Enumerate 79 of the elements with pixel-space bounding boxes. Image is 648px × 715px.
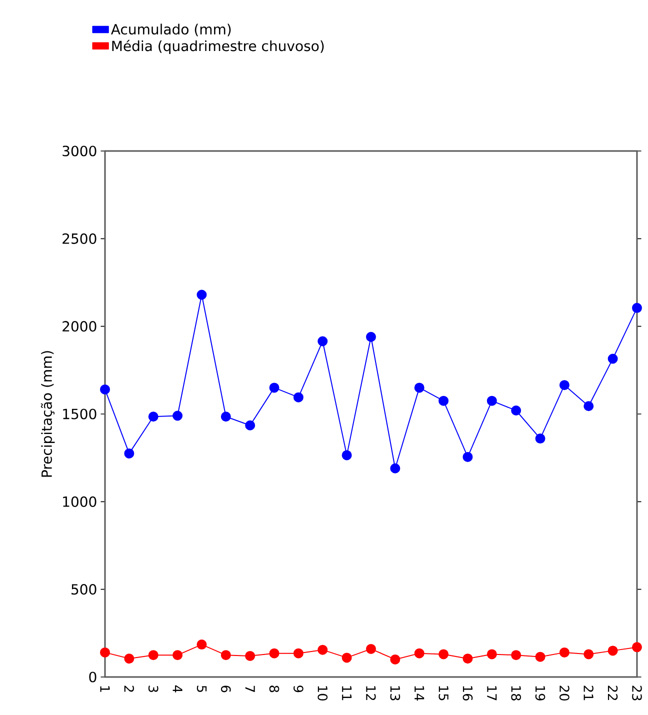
point	[196, 290, 207, 300]
point	[390, 654, 400, 664]
y-tick-label: 3000	[62, 146, 96, 156]
point	[148, 650, 158, 660]
x-tick-label: 23	[632, 686, 642, 700]
point	[584, 401, 594, 412]
point	[438, 396, 449, 406]
point	[100, 384, 110, 394]
x-tick-label: 1	[100, 686, 110, 692]
point	[438, 649, 449, 660]
point	[172, 410, 183, 421]
point	[559, 647, 570, 658]
x-tick-label: 18	[511, 686, 521, 700]
legend-label: Média (quadrimestre chuvoso)	[112, 40, 324, 54]
x-tick-label: 16	[462, 686, 473, 701]
x-tick-label: 14	[414, 686, 424, 701]
x-tick-label: 19	[535, 686, 546, 700]
point	[608, 646, 618, 656]
point	[124, 448, 134, 458]
x-tick-label: 10	[318, 686, 328, 700]
y-tick-label: 2500	[62, 233, 96, 244]
point	[220, 412, 231, 422]
x-tick-label: 12	[366, 686, 376, 700]
point	[535, 652, 546, 662]
legend-label: Acumulado (mm)	[110, 24, 231, 36]
point	[462, 452, 473, 462]
point	[632, 642, 642, 652]
x-tick-label: 21	[584, 686, 594, 700]
point	[148, 412, 158, 422]
x-tick-label: 15	[438, 686, 448, 700]
point	[269, 382, 280, 393]
x-tick-label: 20	[560, 686, 570, 700]
y-tick-label: 0	[89, 672, 96, 682]
point	[535, 434, 546, 444]
y-axis-title: Precipitação (mm)	[40, 351, 55, 477]
x-tick-label: 13	[390, 686, 400, 700]
point	[390, 463, 400, 474]
point	[196, 640, 207, 650]
point	[318, 644, 328, 655]
x-tick-label: 22	[608, 686, 618, 700]
y-tick-label: 500	[72, 584, 96, 595]
point	[486, 396, 497, 406]
point	[414, 382, 424, 393]
y-tick-label: 1500	[63, 408, 96, 420]
point	[511, 405, 522, 416]
point	[342, 450, 352, 460]
point	[366, 644, 376, 654]
point	[293, 648, 304, 658]
point	[632, 302, 642, 313]
y-tick-label: 1000	[63, 496, 96, 507]
x-tick-label: 2	[124, 686, 134, 692]
x-tick-label: 7	[245, 686, 255, 692]
point	[269, 648, 280, 658]
x-tick-label: 8	[269, 686, 280, 692]
point	[559, 380, 570, 390]
x-tick-label: 4	[172, 685, 182, 692]
point	[486, 649, 497, 660]
point	[293, 392, 304, 402]
point	[245, 650, 256, 661]
point	[220, 650, 231, 660]
point	[462, 654, 473, 664]
point	[124, 654, 134, 664]
point	[584, 649, 594, 660]
x-tick-label: 9	[294, 686, 304, 692]
point	[318, 336, 328, 346]
point	[511, 650, 522, 660]
y-tick-label: 2000	[62, 321, 96, 332]
point	[172, 650, 183, 660]
point	[366, 332, 376, 342]
x-tick-label: 17	[487, 686, 497, 700]
point	[414, 648, 424, 658]
point	[100, 647, 110, 658]
point	[245, 420, 256, 430]
point	[608, 354, 618, 364]
x-tick-label: 5	[196, 686, 207, 692]
point	[342, 652, 352, 663]
x-tick-label: 11	[342, 686, 352, 700]
x-tick-label: 6	[220, 686, 231, 692]
x-tick-label: 3	[148, 686, 158, 692]
